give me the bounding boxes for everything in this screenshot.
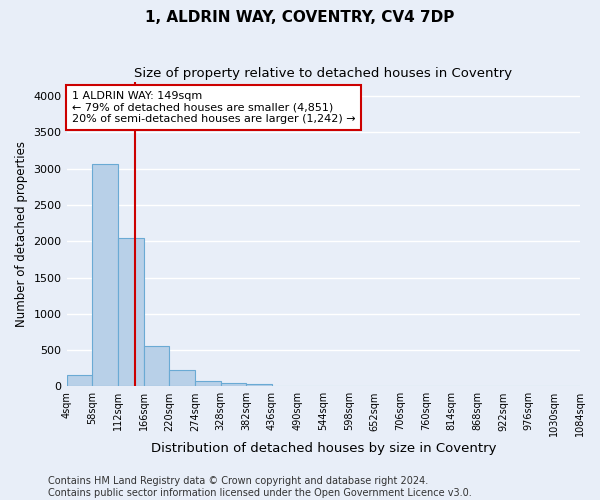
Bar xyxy=(195,381,221,386)
Text: Contains HM Land Registry data © Crown copyright and database right 2024.
Contai: Contains HM Land Registry data © Crown c… xyxy=(48,476,472,498)
Bar xyxy=(118,238,143,386)
Bar xyxy=(67,376,92,386)
Bar xyxy=(143,346,169,387)
X-axis label: Distribution of detached houses by size in Coventry: Distribution of detached houses by size … xyxy=(151,442,496,455)
Bar xyxy=(169,370,195,386)
Text: 1 ALDRIN WAY: 149sqm
← 79% of detached houses are smaller (4,851)
20% of semi-de: 1 ALDRIN WAY: 149sqm ← 79% of detached h… xyxy=(71,91,355,124)
Title: Size of property relative to detached houses in Coventry: Size of property relative to detached ho… xyxy=(134,68,512,80)
Y-axis label: Number of detached properties: Number of detached properties xyxy=(15,141,28,327)
Text: 1, ALDRIN WAY, COVENTRY, CV4 7DP: 1, ALDRIN WAY, COVENTRY, CV4 7DP xyxy=(145,10,455,25)
Bar xyxy=(221,384,246,386)
Bar xyxy=(92,164,118,386)
Bar xyxy=(246,384,272,386)
